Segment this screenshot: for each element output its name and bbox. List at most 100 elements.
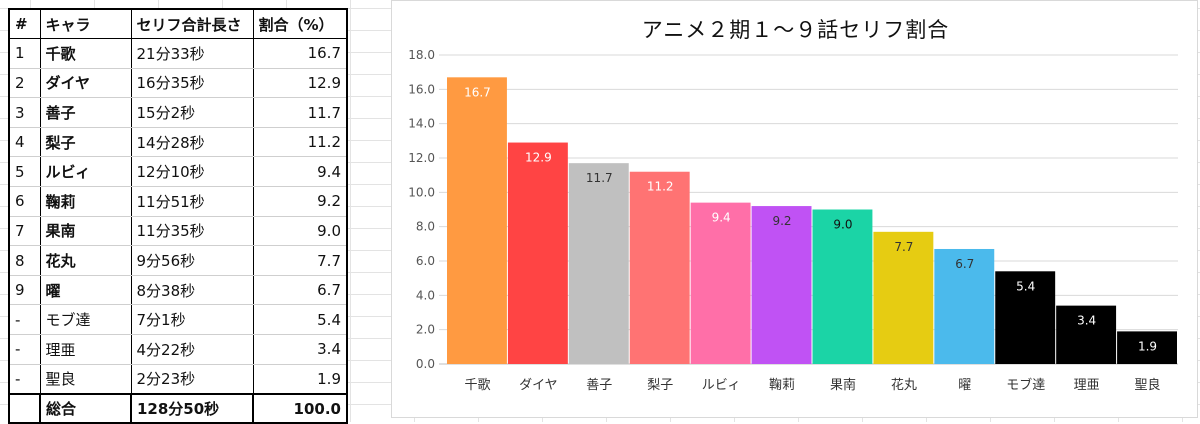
x-category-label: 鞠莉 (769, 378, 795, 393)
header-percent: 割合（%） (253, 8, 348, 40)
row-number: 8 (8, 245, 41, 276)
x-category-label: 千歌 (464, 378, 490, 393)
table-total-row: 総合 128分50秒 100.0 (8, 392, 348, 424)
table-row: 5 ルビィ 12分10秒 9.4 (8, 156, 348, 188)
row-character: 曜 (40, 275, 132, 306)
row-number: 6 (8, 186, 41, 217)
header-number: # (8, 8, 41, 40)
row-percent: 6.7 (253, 275, 348, 306)
row-number: 9 (8, 275, 41, 306)
row-length: 21分33秒 (131, 38, 254, 69)
bar-value-label: 11.2 (647, 180, 674, 194)
table-row: - 聖良 2分23秒 1.9 (8, 364, 348, 395)
table-row: 2 ダイヤ 16分35秒 12.9 (8, 68, 348, 99)
x-category-label: 果南 (830, 377, 856, 393)
table-row: 4 梨子 14分28秒 11.2 (8, 127, 348, 158)
bar-value-label: 11.7 (586, 171, 613, 185)
bar-value-label: 7.7 (894, 240, 913, 254)
x-category-label: 曜 (958, 378, 971, 393)
bar-value-label: 16.7 (464, 85, 491, 99)
y-tick-label: 8.0 (416, 220, 435, 234)
row-character: 梨子 (40, 127, 132, 158)
row-percent: 7.7 (253, 245, 348, 276)
row-number: 7 (8, 216, 41, 247)
row-number: 1 (8, 38, 41, 69)
row-number: 5 (8, 156, 41, 188)
row-length: 8分38秒 (131, 275, 254, 306)
row-percent: 100.0 (253, 392, 348, 424)
chart-title: アニメ２期１～９話セリフ割合 (641, 18, 950, 42)
y-tick-label: 12.0 (408, 151, 435, 165)
x-category-label: モブ達 (1006, 377, 1045, 393)
header-length: セリフ合計長さ (131, 8, 254, 40)
x-category-label: 花丸 (891, 377, 917, 393)
bar-value-label: 5.4 (1016, 279, 1035, 293)
y-tick-label: 4.0 (416, 288, 435, 302)
bar-11 (1117, 331, 1177, 364)
table-row: 1 千歌 21分33秒 16.7 (8, 38, 348, 69)
table-header-row: # キャラ セリフ合計長さ 割合（%） (8, 8, 348, 40)
bar-9 (995, 271, 1056, 364)
row-character: 善子 (40, 97, 132, 128)
table-row: 6 鞠莉 11分51秒 9.2 (8, 186, 348, 217)
bar-value-label: 6.7 (955, 257, 974, 271)
y-tick-label: 16.0 (408, 82, 435, 96)
x-category-label: 聖良 (1135, 377, 1161, 393)
bar-5 (751, 206, 812, 364)
row-percent: 11.7 (253, 97, 348, 128)
row-length: 7分1秒 (131, 304, 254, 336)
bar-7 (873, 231, 934, 364)
bar-6 (812, 209, 873, 364)
row-character: 千歌 (40, 38, 132, 69)
y-tick-label: 2.0 (416, 323, 435, 337)
bar-2 (568, 163, 629, 364)
bar-value-label: 9.2 (772, 214, 791, 228)
bar-1 (507, 142, 568, 364)
row-character: 理亜 (40, 334, 132, 365)
row-percent: 9.2 (253, 186, 348, 217)
table-row: 3 善子 15分2秒 11.7 (8, 97, 348, 128)
row-percent: 12.9 (253, 68, 348, 99)
row-length: 128分50秒 (131, 392, 254, 424)
row-percent: 11.2 (253, 127, 348, 158)
row-character: モブ達 (40, 304, 132, 336)
table-row: 9 曜 8分38秒 6.7 (8, 275, 348, 306)
row-percent: 9.4 (253, 156, 348, 188)
y-tick-label: 14.0 (408, 117, 435, 131)
table-row: 8 花丸 9分56秒 7.7 (8, 245, 348, 276)
header-character: キャラ (40, 8, 132, 40)
row-percent: 16.7 (253, 38, 348, 69)
row-percent: 9.0 (253, 216, 348, 247)
bar-4 (690, 202, 751, 364)
table-row: - 理亜 4分22秒 3.4 (8, 334, 348, 365)
table-row: 7 果南 11分35秒 9.0 (8, 216, 348, 247)
bar-value-label: 9.4 (712, 211, 731, 225)
bar-chart: 0.0 2.0 4.0 6.0 8.0 10.0 12.0 14.0 16.0 18.0 16.7… (408, 48, 1178, 393)
dialogue-table: # キャラ セリフ合計長さ 割合（%） 1 千歌 21分33秒 16.7 2 ダイヤ 16分… (8, 8, 348, 424)
row-length: 16分35秒 (131, 68, 254, 99)
row-number: 3 (8, 97, 41, 128)
x-category-label: ルビィ (702, 378, 741, 393)
bar-value-label: 9.0 (833, 218, 852, 232)
row-length: 4分22秒 (131, 334, 254, 365)
table-row: - モブ達 7分1秒 5.4 (8, 304, 348, 336)
bar-value-label: 3.4 (1077, 314, 1096, 328)
bar-3 (629, 171, 690, 364)
row-length: 9分56秒 (131, 245, 254, 276)
row-character: 果南 (40, 216, 132, 247)
y-tick-label: 18.0 (408, 48, 435, 62)
row-percent: 3.4 (253, 334, 348, 365)
row-length: 11分51秒 (131, 186, 254, 217)
row-character: 花丸 (40, 245, 132, 276)
row-length: 15分2秒 (131, 97, 254, 128)
chart-panel: アニメ２期１～９話セリフ割合 0.0 2.0 4.0 6.0 8.0 10.0 12.0 14… (391, 0, 1198, 418)
row-number (8, 392, 41, 424)
row-percent: 1.9 (253, 364, 348, 395)
row-character: ダイヤ (40, 68, 132, 99)
row-percent: 5.4 (253, 304, 348, 336)
row-length: 2分23秒 (131, 364, 254, 395)
row-number: - (8, 364, 41, 395)
bar-0 (447, 77, 507, 365)
row-number: 2 (8, 68, 41, 99)
y-tick-label: 6.0 (416, 254, 435, 268)
